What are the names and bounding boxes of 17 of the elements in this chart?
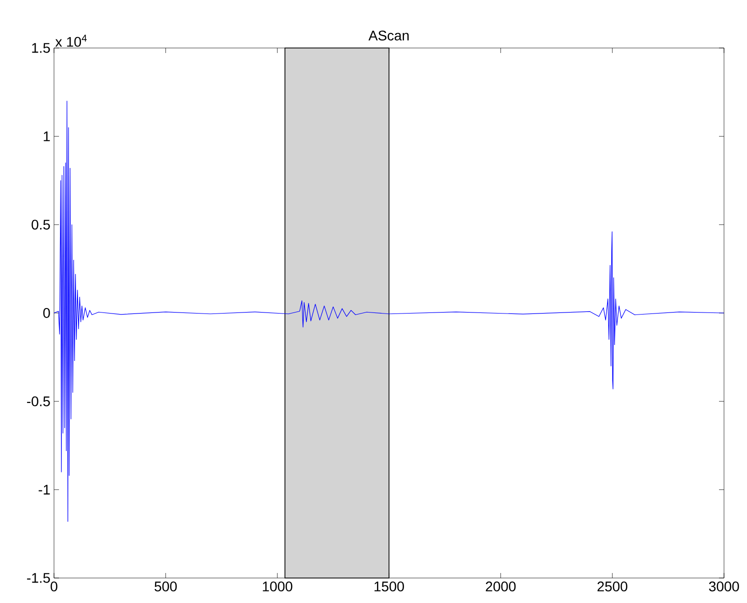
y-tick-label: 0.5 bbox=[32, 220, 50, 230]
text: x 10$^{4}$ bbox=[55, 34, 87, 47]
chart-title: AScan bbox=[368, 30, 409, 41]
x-tick-label: 2000 bbox=[486, 582, 516, 592]
x-tick-label: 0 bbox=[50, 582, 58, 592]
x-tick-label: 500 bbox=[154, 582, 177, 592]
line-series bbox=[54, 100, 724, 522]
y-tick-label: -0.5 bbox=[27, 396, 50, 406]
x-tick-label: 3000 bbox=[709, 582, 739, 592]
x-tick-label: 1000 bbox=[262, 582, 292, 592]
y-tick-label: 0 bbox=[43, 308, 50, 318]
x-tick-label: 1500 bbox=[374, 582, 404, 592]
y-tick-label: -1 bbox=[38, 484, 50, 494]
y-tick-label: -1.5 bbox=[27, 573, 50, 583]
y-tick-label: 1.5 bbox=[32, 43, 50, 53]
x-tick-label: 2500 bbox=[598, 582, 628, 592]
y-tick-label: 1 bbox=[44, 132, 50, 142]
